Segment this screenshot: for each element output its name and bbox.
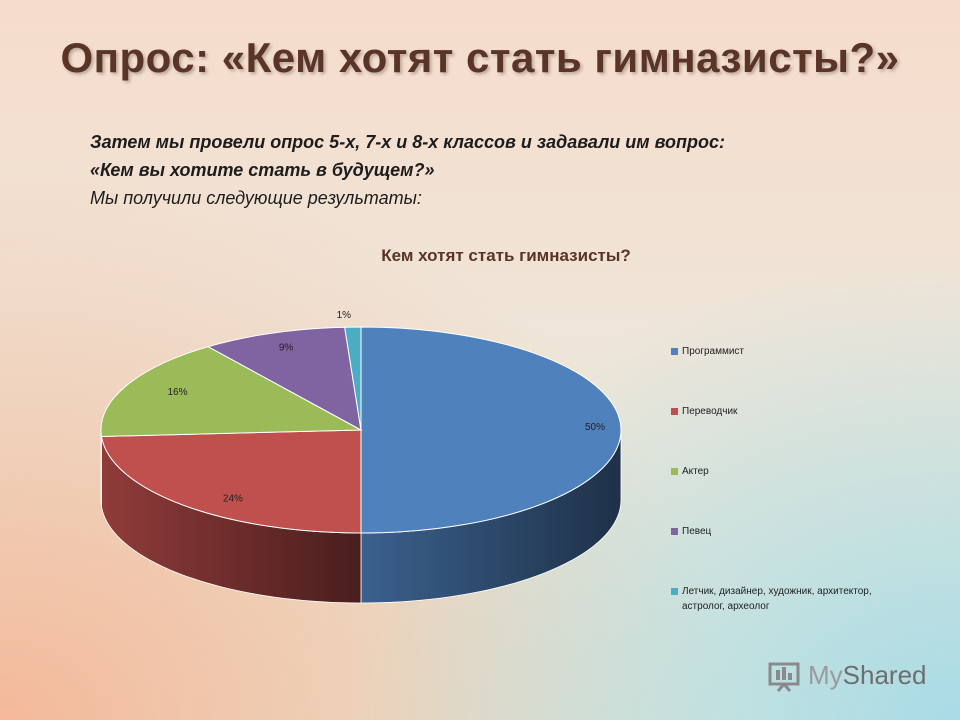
legend-swatch-2 <box>671 468 678 475</box>
watermark-my: My <box>808 659 843 690</box>
legend-swatch-0 <box>671 348 678 355</box>
chart-title: Кем хотят стать гимназисты? <box>381 246 631 265</box>
data-label-1: 24% <box>223 493 243 504</box>
pie-side-2 <box>100 430 102 507</box>
pie-slice-4 <box>344 326 362 431</box>
data-label-0: 50% <box>585 422 605 433</box>
legend-label-4: Летчик, дизайнер, художник, архитектор, … <box>682 586 872 612</box>
mysharedlogo: My Shared <box>768 655 927 695</box>
pie-slice-2 <box>100 346 363 437</box>
legend-label-0: Программист <box>682 346 744 357</box>
slide-title: Опрос: «Кем хотят стать гимназисты?» <box>60 34 900 81</box>
pie-slice-0 <box>360 326 622 534</box>
watermark-shared: Shared <box>842 659 927 690</box>
legend-label-1: Переводчик <box>682 406 738 417</box>
intro-line-3: Мы получили следующие результаты: <box>90 188 422 208</box>
pie-slice-1 <box>100 429 362 534</box>
legend-swatch-4 <box>671 588 678 595</box>
intro-text: Затем мы провели опрос 5-х, 7-х и 8-х кл… <box>90 128 890 212</box>
legend-swatch-1 <box>671 408 678 415</box>
legend-label-2: Актер <box>682 466 709 477</box>
data-label-2: 16% <box>167 387 187 398</box>
legend-label-3: Певец <box>682 526 712 537</box>
data-label-3: 9% <box>279 343 294 354</box>
data-label-4: 1% <box>337 310 352 321</box>
intro-line-1: Затем мы провели опрос 5-х, 7-х и 8-х кл… <box>90 132 726 152</box>
legend-swatch-3 <box>671 528 678 535</box>
pie-slice-3 <box>206 326 362 431</box>
presentation-icon <box>768 662 800 692</box>
intro-line-2: «Кем вы хотите стать в будущем?» <box>90 160 435 180</box>
